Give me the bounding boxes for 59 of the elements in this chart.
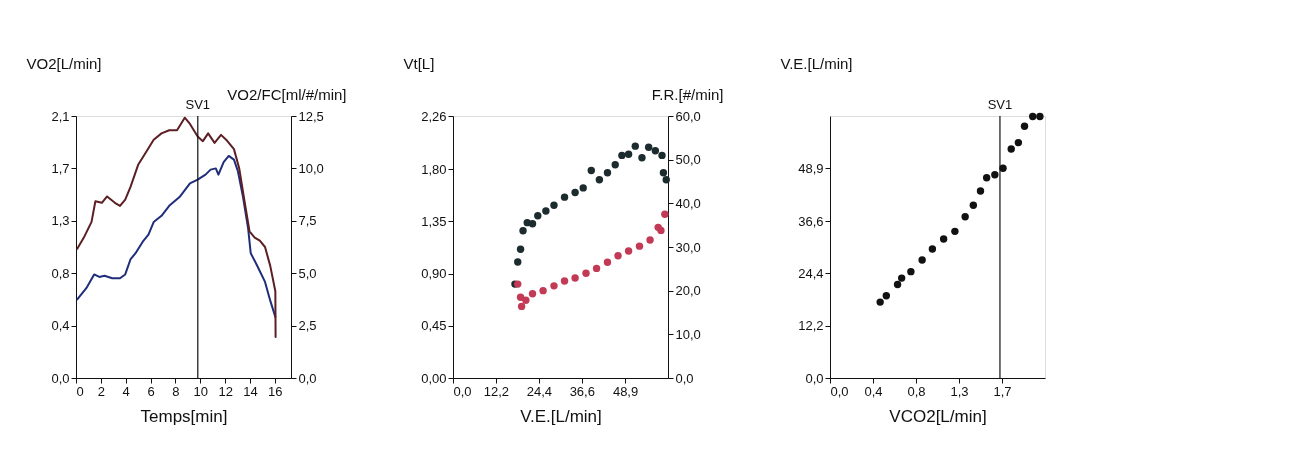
x-tick-label: 12 bbox=[218, 383, 233, 399]
x-tick-label: 8 bbox=[172, 383, 180, 399]
y2-tick-label: 50,0 bbox=[675, 152, 701, 168]
y2-tick-label: 7,5 bbox=[298, 213, 317, 229]
y-tick-label: 1,7 bbox=[51, 160, 70, 176]
y2-tick-label: 5,0 bbox=[298, 265, 317, 281]
y-tick-label: 0,4 bbox=[51, 318, 70, 334]
y-tick-label: 0,0 bbox=[51, 370, 70, 386]
x-axis-title: Temps[min] bbox=[140, 406, 228, 426]
x-tick-label: 1,3 bbox=[950, 383, 969, 399]
y2-axis-title: VO2/FC[ml/#/min] bbox=[227, 85, 347, 103]
x-tick-label: 48,9 bbox=[612, 383, 639, 399]
x-tick-label: 0,0 bbox=[453, 383, 472, 399]
x-tick-label: 4 bbox=[122, 383, 130, 399]
y2-tick-label: 20,0 bbox=[675, 283, 701, 299]
x-tick-label: 0 bbox=[76, 383, 84, 399]
y2-tick-label: 10,0 bbox=[675, 326, 701, 342]
x-tick-label: 14 bbox=[243, 383, 258, 399]
x-tick-label: 36,6 bbox=[569, 383, 595, 399]
x-tick-label: 0,0 bbox=[830, 383, 849, 399]
y-tick-label: 1,80 bbox=[421, 161, 447, 177]
x-tick-label: 0,4 bbox=[864, 383, 883, 399]
y-tick-label: 24,4 bbox=[798, 265, 824, 281]
x-tick-label: 2 bbox=[97, 383, 105, 399]
y2-tick-label: 12,5 bbox=[298, 108, 324, 124]
y-tick-label: 1,3 bbox=[51, 213, 70, 229]
y2-tick-label: 0,0 bbox=[675, 370, 694, 386]
x-tick-label: 12,2 bbox=[483, 383, 510, 399]
y2-axis-title: F.R.[#/min] bbox=[651, 85, 724, 103]
x-axis-title: V.E.[L/min] bbox=[520, 406, 602, 426]
y-tick-label: 0,90 bbox=[421, 266, 447, 282]
y2-tick-label: 30,0 bbox=[675, 239, 701, 255]
y-tick-label: 1,35 bbox=[421, 214, 447, 229]
y-tick-label: 0,0 bbox=[805, 370, 824, 386]
y-axis-title: VO2[L/min] bbox=[26, 54, 102, 72]
y-tick-label: 12,2 bbox=[798, 318, 824, 334]
x-tick-label: 16 bbox=[268, 383, 283, 399]
x-tick-label: 0,8 bbox=[907, 383, 926, 399]
ref-line-label: SV1 bbox=[987, 97, 1013, 112]
ref-line-label: SV1 bbox=[185, 97, 211, 112]
y-tick-label: 0,45 bbox=[421, 318, 447, 334]
y-tick-label: 0,00 bbox=[421, 370, 447, 386]
y-tick-label: 2,1 bbox=[51, 108, 70, 124]
y2-tick-label: 40,0 bbox=[675, 195, 701, 211]
y-tick-label: 36,6 bbox=[798, 213, 824, 229]
y-axis-title: Vt[L] bbox=[403, 54, 435, 72]
x-tick-label: 24,4 bbox=[526, 383, 553, 399]
x-tick-label: 6 bbox=[147, 383, 155, 399]
y2-tick-label: 60,0 bbox=[675, 108, 701, 124]
x-tick-label: 1,7 bbox=[993, 383, 1012, 399]
y2-tick-label: 10,0 bbox=[298, 160, 324, 176]
y2-tick-label: 0,0 bbox=[298, 370, 317, 386]
y-tick-label: 2,26 bbox=[421, 108, 447, 124]
x-axis-title: VCO2[L/min] bbox=[889, 406, 987, 426]
y-tick-label: 48,9 bbox=[798, 160, 824, 176]
y-tick-label: 0,8 bbox=[51, 265, 70, 281]
y2-tick-label: 2,5 bbox=[298, 318, 317, 334]
x-tick-label: 10 bbox=[193, 383, 209, 399]
y-axis-title: V.E.[L/min] bbox=[780, 54, 853, 72]
